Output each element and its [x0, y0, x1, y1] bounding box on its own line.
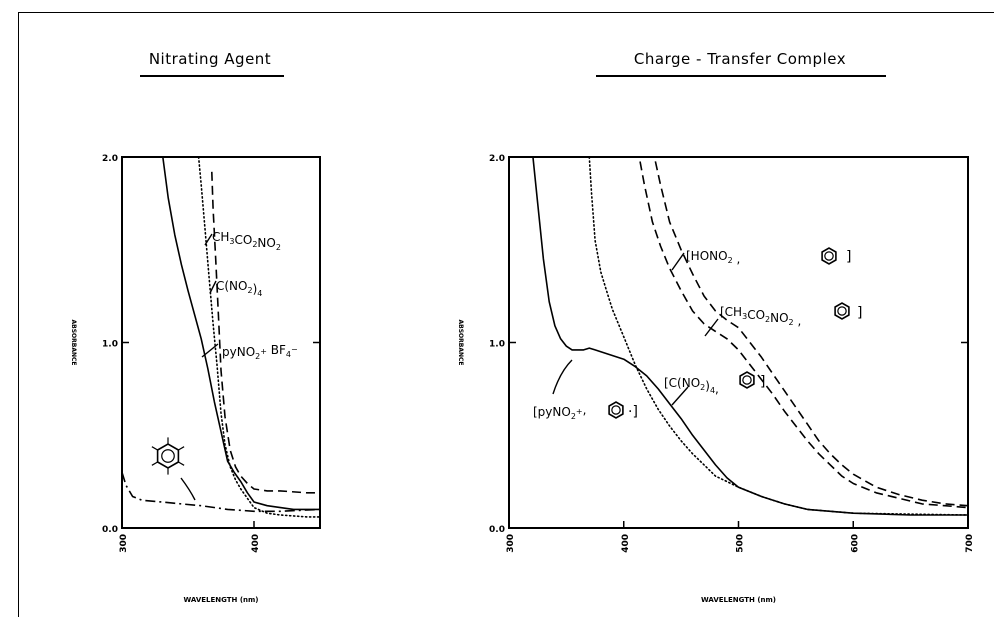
- benzene-icon-pyno2: [608, 401, 624, 419]
- benzene-icon-ch3co2no2: [834, 302, 850, 320]
- left-plot-frame: [121, 156, 321, 529]
- label-cno24-complex: [C(NO2)4,: [664, 376, 719, 396]
- benzene-icon-cno24-ring: [739, 371, 755, 389]
- right-panel-title: Charge - Transfer Complex: [633, 50, 847, 68]
- right-y-tick-label: 2.0: [489, 154, 505, 164]
- right-x-tick-label: 700: [965, 534, 975, 553]
- benzene-icon-left-h-bond: [178, 461, 185, 466]
- left-panel-title: Nitrating Agent: [148, 50, 272, 68]
- benzene-icon-left: [151, 437, 185, 475]
- benzene-icon-hono2-inner: [824, 251, 834, 261]
- left-series-line-3: [122, 472, 320, 513]
- benzene-icon-pyno2-inner: [611, 405, 621, 415]
- label-hono2: [HONO2 ,: [686, 249, 740, 266]
- right-plot-frame: [508, 156, 969, 529]
- label-ch3co2no2-complex: [CH3CO2NO2 ,: [720, 305, 801, 328]
- right-y-tick-label: 1.0: [489, 340, 505, 350]
- label-ch3co2no2: CH3CO2NO2: [212, 230, 281, 252]
- right-series-line-0: [532, 157, 968, 516]
- figure-frame-top: [18, 12, 994, 13]
- benzene-icon-cno24: [739, 371, 755, 389]
- benzene-icon-left-ring: [156, 443, 180, 469]
- right-x-tick-label: 500: [736, 534, 746, 553]
- benzene-icon-left-h-bond: [151, 461, 158, 466]
- left-y-tick-label: 1.0: [102, 340, 118, 350]
- leader-benzene: [180, 477, 196, 501]
- left-x-tick-label: 300: [119, 534, 129, 553]
- left-series-line-2: [211, 171, 320, 494]
- right-series-line-1: [588, 157, 968, 516]
- benzene-icon-hono2: [821, 247, 837, 265]
- benzene-icon-ch3co2no2-ring: [834, 302, 850, 320]
- label-ch3co2no2-close: ]: [857, 305, 862, 321]
- benzene-icon-left-h-bond: [151, 446, 158, 451]
- leader-cno24-complex: [671, 386, 689, 406]
- label-cno24-close: ]: [760, 374, 765, 390]
- left-x-axis-label: WAVELENGTH (nm): [183, 596, 258, 604]
- right-y-axis-label: ABSORBANCE: [457, 320, 464, 366]
- left-series-line-0: [162, 157, 320, 511]
- label-cno24: C(NO2)4: [216, 279, 262, 298]
- right-title-underline: [596, 75, 886, 77]
- right-x-tick-label: 300: [506, 534, 516, 553]
- left-series-line-1: [197, 157, 320, 518]
- leader-cno24: [209, 280, 217, 294]
- right-series-line-3: [653, 157, 968, 507]
- benzene-icon-hono2-ring: [821, 247, 837, 265]
- left-x-tick-label: 400: [251, 534, 261, 553]
- benzene-icon-ch3co2no2-inner: [837, 306, 847, 316]
- figure-frame-left: [18, 12, 19, 617]
- left-y-axis-label: ABSORBANCE: [70, 320, 77, 366]
- leader-pyno2-complex: [552, 359, 573, 395]
- leader-pyno2bf4: [201, 343, 219, 358]
- left-y-tick-label: 0.0: [102, 525, 118, 535]
- right-series-group: [532, 157, 968, 516]
- left-title-underline: [140, 75, 284, 77]
- benzene-icon-left-h-bond: [178, 446, 185, 451]
- leader-ch3co2no2: [204, 233, 213, 246]
- label-pyno2bf4: pyNO2+ BF4−: [222, 343, 298, 361]
- left-series-group: [122, 157, 320, 518]
- right-series-line-2: [638, 157, 968, 509]
- leader-ch3co2no2-complex: [704, 318, 719, 337]
- benzene-icon-pyno2-ring: [608, 401, 624, 419]
- label-hono2-close: ]: [846, 249, 851, 265]
- right-y-tick-label: 0.0: [489, 525, 505, 535]
- leader-hono2: [671, 252, 685, 271]
- label-pyno2-complex: [pyNO2+,: [533, 403, 586, 421]
- right-x-axis-label: WAVELENGTH (nm): [701, 596, 776, 604]
- benzene-icon-left-inner: [161, 449, 175, 463]
- label-pyno2-close: ·]: [628, 404, 638, 420]
- right-x-tick-label: 400: [621, 534, 631, 553]
- left-y-tick-label: 2.0: [102, 154, 118, 164]
- right-x-tick-label: 600: [850, 534, 860, 553]
- benzene-icon-cno24-inner: [742, 375, 752, 385]
